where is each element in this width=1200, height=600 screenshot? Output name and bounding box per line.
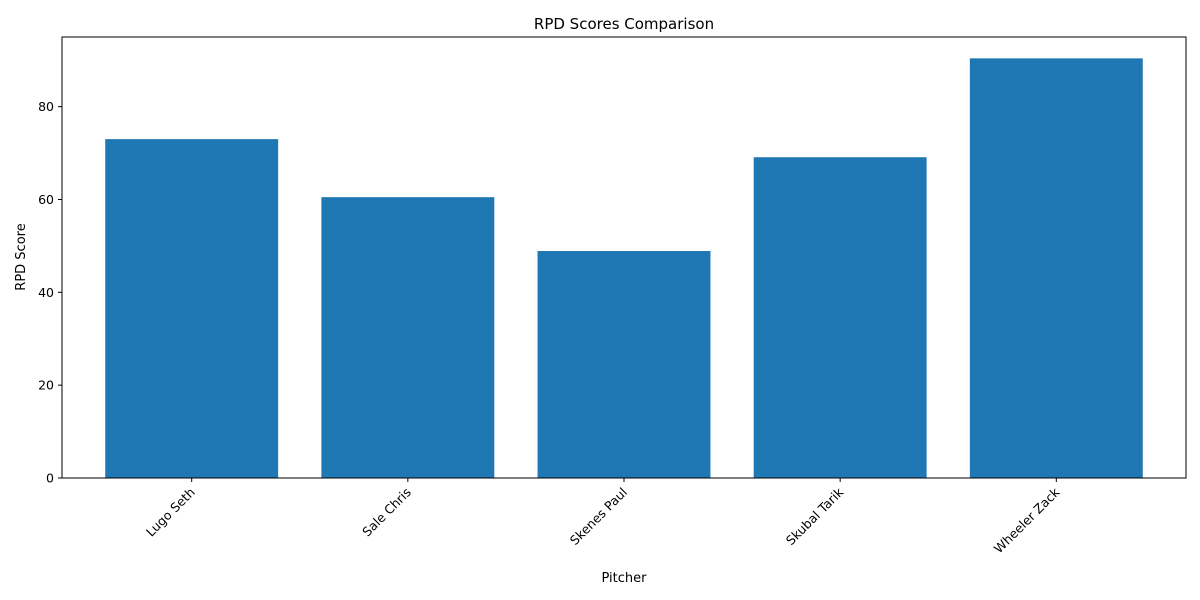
x-tick-label: Wheeler Zack (991, 484, 1063, 556)
bar-wheeler-zack (969, 58, 1143, 478)
bar-lugo-seth (105, 139, 279, 478)
x-tick-label: Skubal Tarik (783, 484, 847, 548)
y-tick-label: 20 (38, 378, 54, 393)
chart-title: RPD Scores Comparison (534, 15, 714, 33)
y-tick-label: 60 (38, 192, 54, 207)
y-tick-label: 0 (46, 471, 54, 486)
x-tick-label: Lugo Seth (143, 485, 198, 540)
y-tick-label: 80 (38, 99, 54, 114)
x-axis-label: Pitcher (602, 571, 648, 586)
y-axis-label: RPD Score (14, 223, 29, 290)
x-tick-label: Sale Chris (359, 485, 414, 540)
x-tick-label: Skenes Paul (567, 485, 630, 548)
bar-sale-chris (321, 197, 495, 478)
bars-group (105, 58, 1143, 478)
y-axis: 0 20 40 60 80 (38, 99, 62, 486)
x-axis: Lugo Seth Sale Chris Skenes Paul Skubal Tar… (143, 478, 1063, 556)
bar-skubal-tarik (753, 157, 927, 478)
bar-skenes-paul (537, 251, 711, 478)
y-tick-label: 40 (38, 285, 54, 300)
